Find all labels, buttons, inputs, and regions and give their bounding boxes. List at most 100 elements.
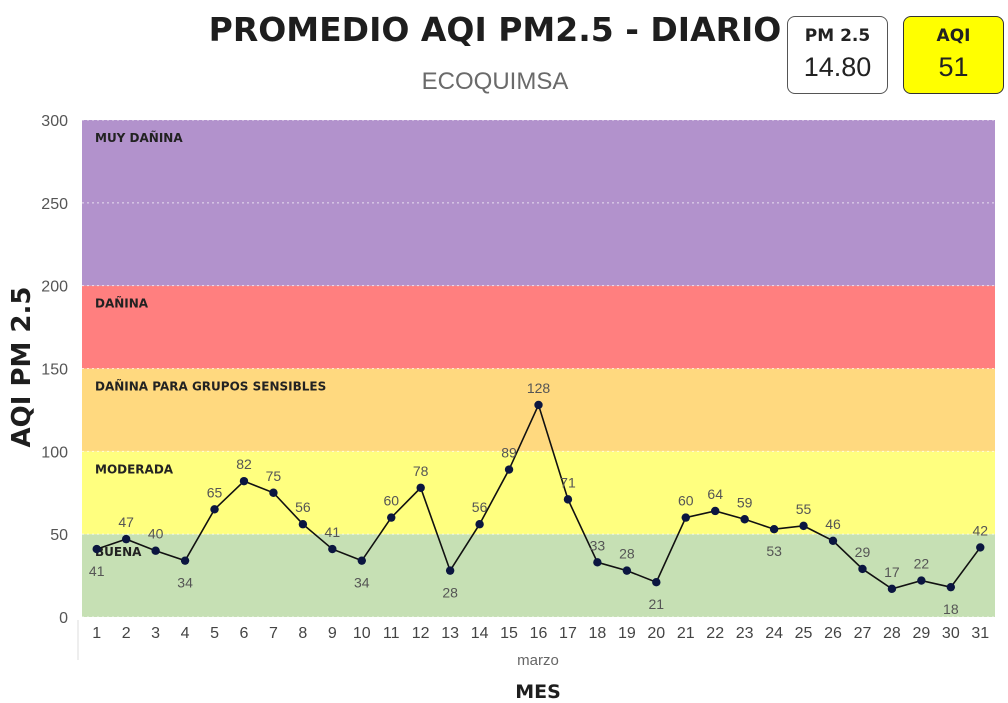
data-label: 40 bbox=[148, 526, 164, 542]
data-label: 41 bbox=[325, 524, 341, 540]
y-tick-label: 300 bbox=[41, 113, 68, 130]
x-axis-month-label: marzo bbox=[517, 652, 559, 669]
band-3 bbox=[82, 285, 995, 369]
data-label: 21 bbox=[649, 596, 665, 612]
y-axis-label: AQI PM 2.5 bbox=[7, 286, 37, 448]
data-point bbox=[210, 505, 219, 514]
data-label: 46 bbox=[825, 516, 841, 532]
data-point bbox=[740, 515, 749, 524]
aqi-card-value: 51 bbox=[938, 52, 969, 82]
x-tick-label: 12 bbox=[412, 625, 430, 642]
data-label: 55 bbox=[796, 501, 812, 517]
data-label: 34 bbox=[177, 575, 193, 591]
x-tick-label: 2 bbox=[122, 625, 131, 642]
data-label: 53 bbox=[766, 543, 782, 559]
x-tick-label: 27 bbox=[854, 625, 872, 642]
data-label: 71 bbox=[560, 474, 576, 490]
x-tick-label: 15 bbox=[500, 625, 518, 642]
x-tick-label: 14 bbox=[471, 625, 489, 642]
x-tick-label: 11 bbox=[383, 625, 400, 642]
data-point bbox=[563, 495, 573, 504]
data-point bbox=[328, 544, 337, 554]
data-point bbox=[239, 476, 249, 486]
x-tick-label: 22 bbox=[706, 625, 724, 642]
pm25-card: PM 2.5 14.80 bbox=[787, 16, 888, 94]
data-point bbox=[504, 465, 514, 474]
x-tick-label: 26 bbox=[824, 625, 842, 642]
data-label: 78 bbox=[413, 463, 429, 479]
x-tick-label: 19 bbox=[618, 625, 636, 642]
data-label: 41 bbox=[89, 563, 105, 579]
data-point bbox=[917, 576, 926, 585]
data-label: 42 bbox=[972, 522, 988, 538]
data-point bbox=[180, 556, 190, 565]
data-point bbox=[769, 524, 779, 534]
x-tick-label: 20 bbox=[647, 625, 665, 642]
x-tick-label: 23 bbox=[736, 625, 754, 642]
data-point bbox=[681, 513, 690, 522]
data-point bbox=[357, 556, 366, 565]
data-label: 34 bbox=[354, 575, 370, 591]
x-tick-label: 4 bbox=[181, 625, 190, 642]
x-axis-label: MES bbox=[515, 681, 561, 703]
data-label: 22 bbox=[914, 556, 930, 572]
x-tick-label: 3 bbox=[151, 625, 160, 642]
data-label: 60 bbox=[383, 493, 399, 509]
band-label: MUY DAÑINA bbox=[95, 130, 183, 145]
x-tick-label: 21 bbox=[677, 625, 695, 642]
data-label: 59 bbox=[737, 494, 753, 510]
aqi-card: AQI 51 bbox=[903, 16, 1004, 94]
data-point bbox=[387, 513, 396, 522]
data-point bbox=[828, 536, 838, 545]
band-2 bbox=[82, 368, 995, 452]
x-tick-label: 17 bbox=[559, 625, 577, 642]
data-point bbox=[622, 566, 632, 575]
x-tick-label: 8 bbox=[298, 625, 307, 642]
data-label: 64 bbox=[707, 486, 723, 502]
data-label: 33 bbox=[590, 537, 606, 553]
band-label: DAÑINA bbox=[95, 296, 149, 311]
y-tick-label: 250 bbox=[41, 196, 68, 213]
band-label: MODERADA bbox=[95, 462, 174, 476]
data-label: 65 bbox=[207, 484, 223, 500]
pm25-card-value: 14.80 bbox=[803, 52, 872, 82]
data-label: 47 bbox=[118, 514, 134, 530]
data-label: 56 bbox=[472, 499, 488, 515]
data-point bbox=[475, 520, 484, 529]
aqi-card-label: AQI bbox=[936, 26, 971, 46]
x-tick-label: 6 bbox=[240, 625, 249, 642]
data-label: 18 bbox=[943, 601, 959, 617]
data-point bbox=[269, 488, 278, 497]
band-label: BUENA bbox=[95, 545, 142, 559]
pm25-card-label: PM 2.5 bbox=[804, 26, 871, 46]
data-point bbox=[652, 578, 661, 587]
x-tick-label: 16 bbox=[530, 625, 548, 642]
x-tick-label: 28 bbox=[883, 625, 901, 642]
data-point bbox=[151, 546, 160, 555]
data-point bbox=[976, 543, 985, 552]
x-tick-label: 1 bbox=[92, 625, 101, 642]
x-tick-label: 30 bbox=[942, 625, 960, 642]
x-tick-label: 13 bbox=[441, 625, 459, 642]
x-tick-label: 24 bbox=[765, 625, 783, 642]
x-tick-label: 18 bbox=[589, 625, 607, 642]
data-point bbox=[593, 558, 602, 567]
band-1 bbox=[82, 451, 995, 535]
data-label: 28 bbox=[619, 546, 635, 562]
data-point bbox=[711, 506, 720, 516]
y-tick-label: 100 bbox=[41, 444, 68, 461]
y-tick-label: 50 bbox=[50, 527, 68, 544]
data-label: 60 bbox=[678, 493, 694, 509]
chart-title: PROMEDIO AQI PM2.5 - DIARIO bbox=[208, 10, 782, 49]
x-tick-label: 29 bbox=[912, 625, 930, 642]
y-tick-label: 150 bbox=[41, 362, 68, 379]
data-point bbox=[92, 544, 101, 554]
data-label: 75 bbox=[266, 468, 282, 484]
x-tick-label: 5 bbox=[210, 625, 219, 642]
x-tick-label: 25 bbox=[795, 625, 813, 642]
x-tick-label: 9 bbox=[328, 625, 337, 642]
data-point bbox=[121, 534, 131, 544]
data-label: 17 bbox=[884, 564, 900, 580]
data-point bbox=[858, 564, 867, 574]
